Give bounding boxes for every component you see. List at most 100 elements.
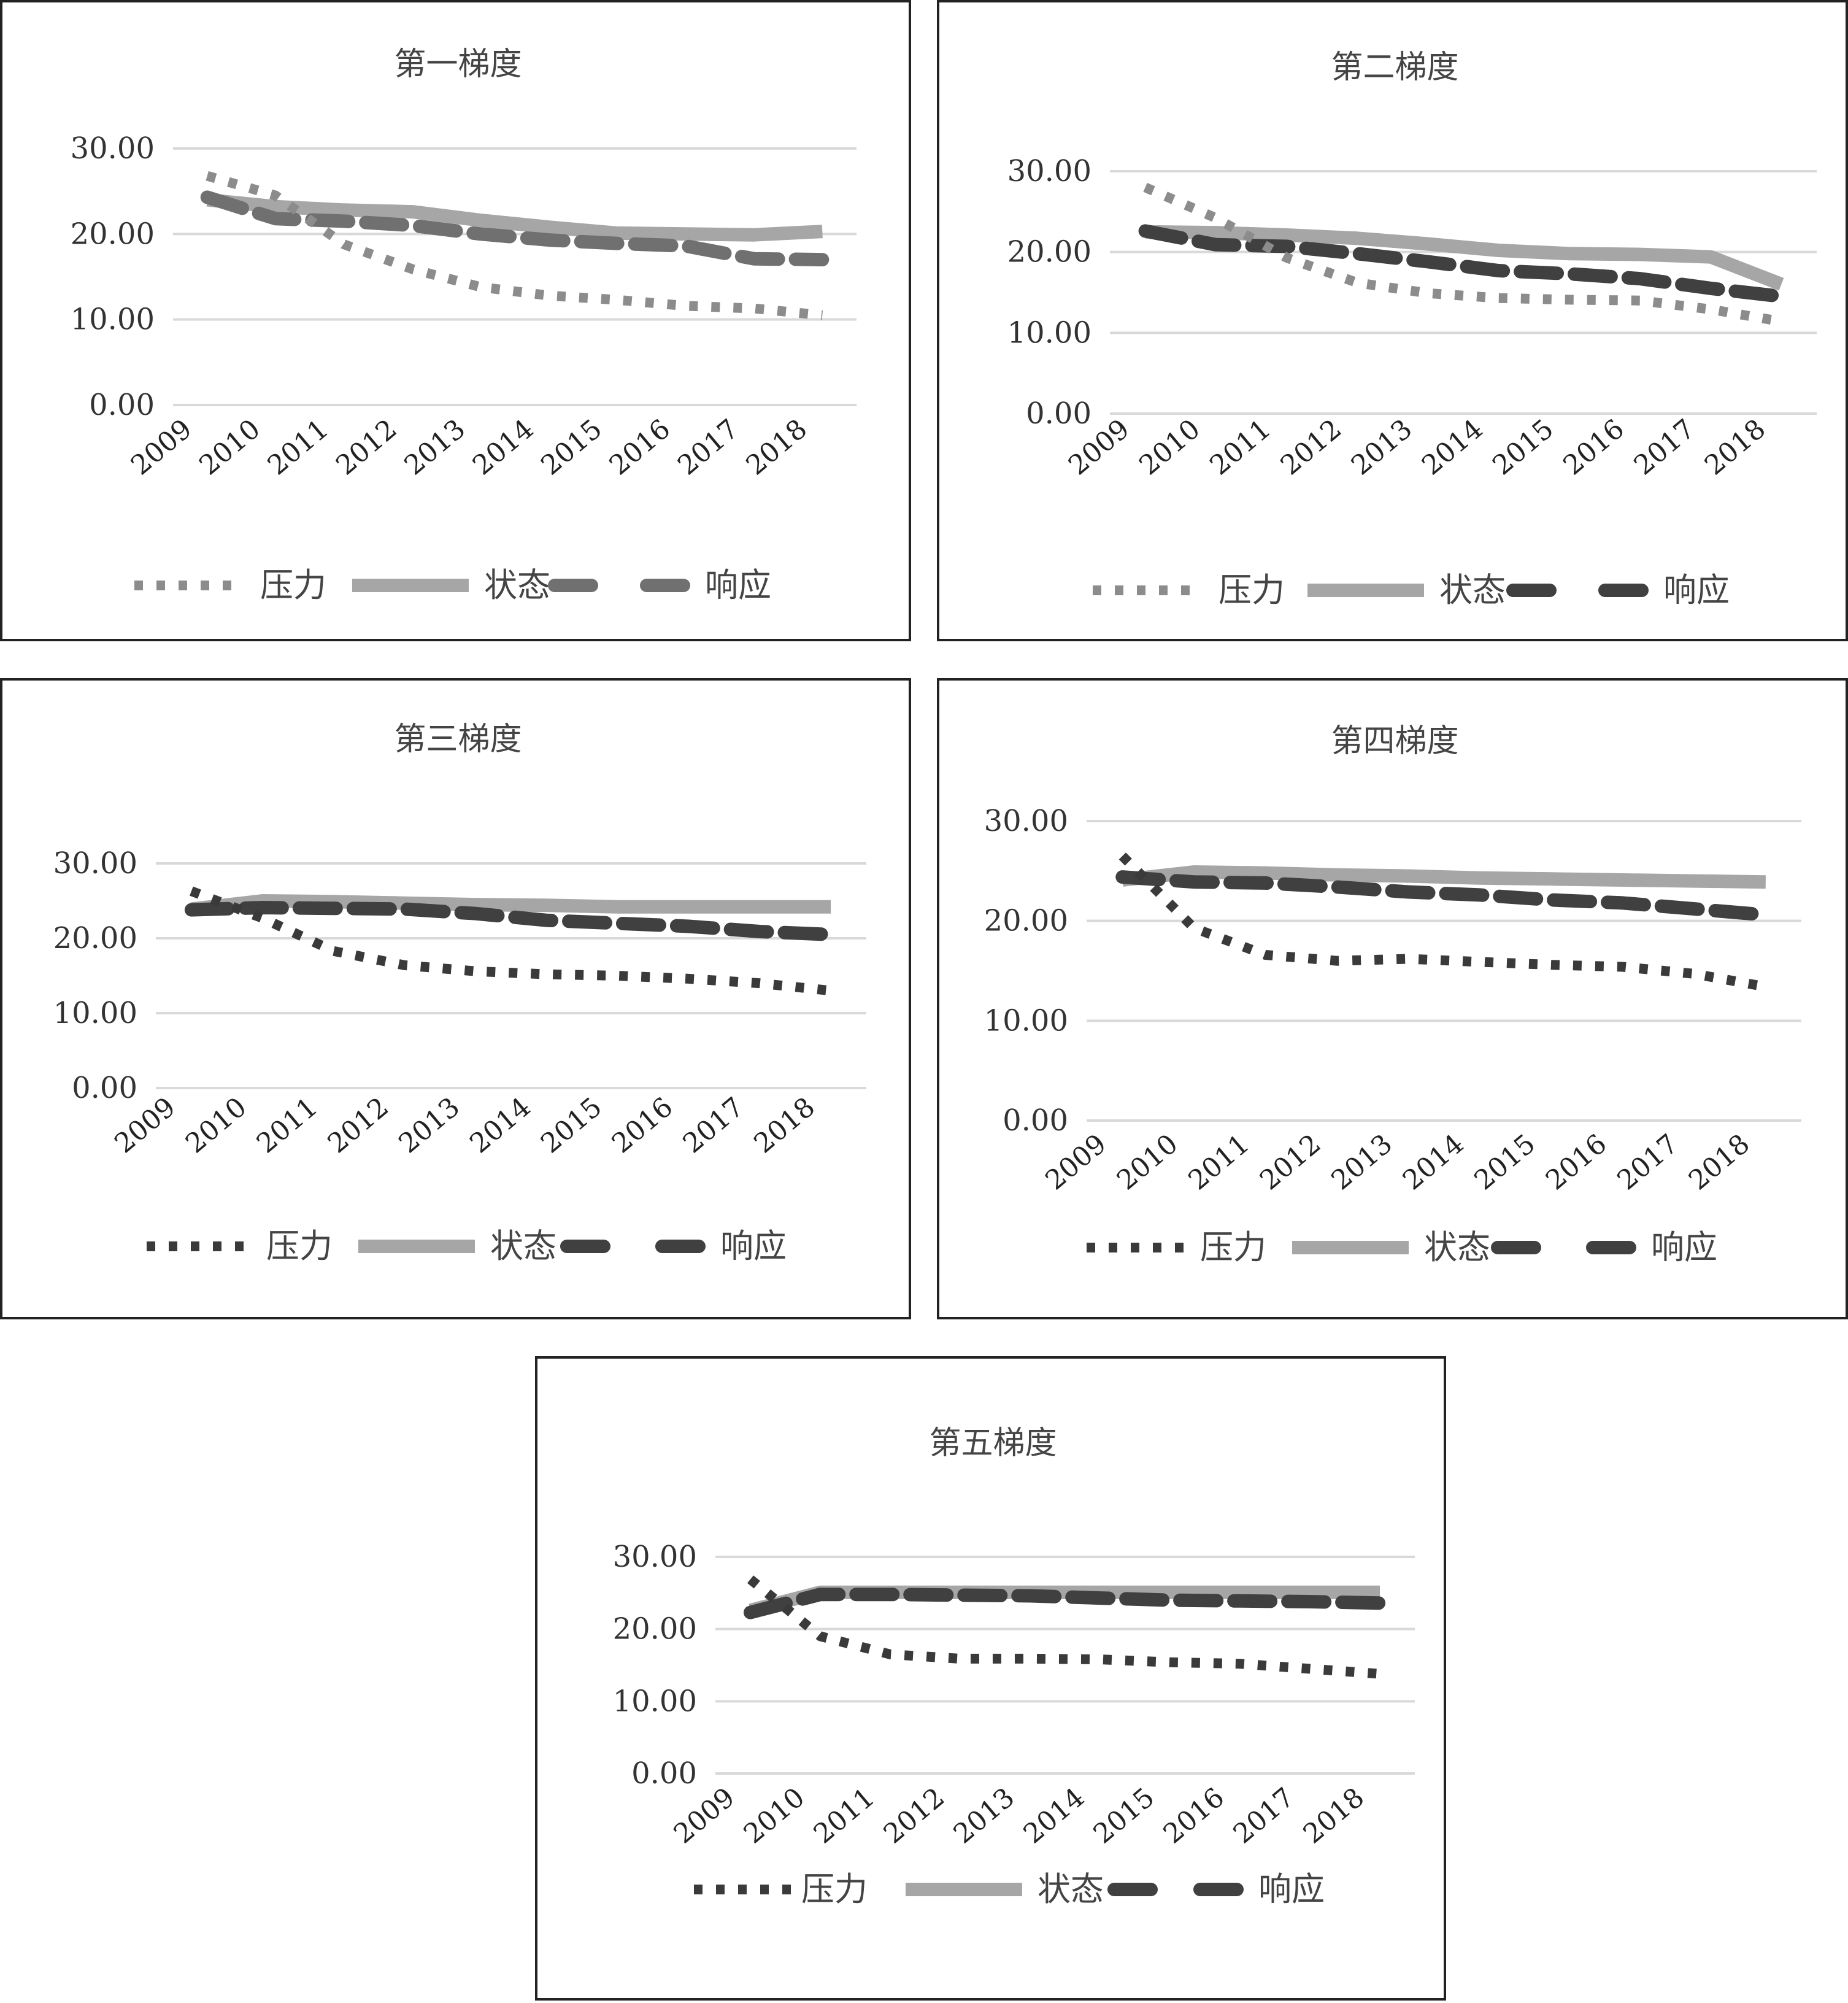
legend-label: 响应 <box>1258 1870 1325 1908</box>
y-tick-label: 20.00 <box>1007 235 1091 269</box>
chart-title: 第二梯度 <box>1331 49 1458 86</box>
chart-panel-3: 第三梯度 30.00 20.00 10.00 0.00 2009 2010 2011 2012 2… <box>0 678 911 1319</box>
legend-label: 压力 <box>1200 1228 1266 1267</box>
x-tick-label: 2013 <box>948 1781 1021 1850</box>
chart-panel-1: 第一梯度 30.00 20.00 10.00 0.00 2009 2010 2011 2012 2… <box>0 0 911 641</box>
x-tick-label: 2014 <box>467 413 540 481</box>
x-tick-label: 2013 <box>393 1091 466 1159</box>
y-tick-label: 30.00 <box>1007 154 1091 188</box>
legend-label: 状态 <box>484 566 550 604</box>
x-tick-label: 2017 <box>677 1091 750 1159</box>
x-tick-label: 2010 <box>193 413 266 481</box>
y-tick-label: 20.00 <box>984 904 1068 938</box>
legend-label: 状态 <box>1038 1870 1104 1908</box>
series-line-响应 <box>1138 224 1788 304</box>
y-tick-label: 20.00 <box>613 1612 697 1646</box>
chart-panel-5: 第五梯度 30.00 20.00 10.00 0.00 2009 2010 2011 2012 2… <box>535 1356 1446 2001</box>
x-tick-label: 2011 <box>262 413 335 481</box>
y-tick-label: 10.00 <box>71 303 155 337</box>
x-tick-label: 2013 <box>399 413 472 481</box>
x-tick-label: 2010 <box>180 1091 253 1159</box>
x-tick-label: 2013 <box>1325 1128 1398 1196</box>
legend-label: 响应 <box>1651 1228 1717 1267</box>
x-tick-label: 2018 <box>1683 1128 1756 1196</box>
x-tick-label: 2011 <box>1182 1128 1255 1196</box>
x-tick-label: 2009 <box>125 413 198 481</box>
y-tick-label: 0.00 <box>1026 396 1091 431</box>
x-tick-label: 2009 <box>1039 1128 1112 1196</box>
x-tick-label: 2014 <box>1397 1128 1470 1196</box>
x-tick-label: 2012 <box>878 1781 951 1850</box>
series-line-状态 <box>206 193 823 242</box>
x-tick-label: 2010 <box>738 1781 811 1850</box>
chart-svg: 第四梯度30.0020.0010.000.0020092010201120122… <box>984 723 1801 1267</box>
x-tick-label: 2015 <box>1487 413 1560 481</box>
x-tick-label: 2014 <box>464 1091 537 1159</box>
series-line-状态 <box>1122 865 1766 889</box>
x-tick-label: 2011 <box>251 1091 324 1159</box>
series-line-响应 <box>1115 870 1773 922</box>
x-tick-label: 2010 <box>1133 413 1206 481</box>
chart-svg: 第二梯度30.0020.0010.000.0020092010201120122… <box>1007 49 1817 609</box>
x-tick-label: 2016 <box>1557 413 1630 481</box>
x-tick-label: 2011 <box>808 1781 881 1850</box>
y-tick-label: 30.00 <box>71 131 155 166</box>
x-tick-label: 2013 <box>1346 413 1419 481</box>
legend-label: 压力 <box>801 1870 868 1908</box>
legend-label: 状态 <box>1424 1228 1490 1267</box>
series-line-压力 <box>747 1575 1380 1679</box>
y-tick-label: 30.00 <box>53 846 137 881</box>
y-tick-label: 0.00 <box>89 388 155 422</box>
x-tick-label: 2012 <box>330 413 403 481</box>
x-tick-label: 2012 <box>1254 1128 1327 1196</box>
x-tick-label: 2014 <box>1416 413 1489 481</box>
x-tick-label: 2018 <box>748 1091 821 1159</box>
x-tick-label: 2016 <box>606 1091 679 1159</box>
y-tick-label: 20.00 <box>71 217 155 251</box>
legend-label: 状态 <box>1439 571 1506 609</box>
chart-title: 第三梯度 <box>394 721 522 758</box>
x-tick-label: 2010 <box>1111 1128 1184 1196</box>
chart-title: 第一梯度 <box>394 46 522 83</box>
chart-svg: 第一梯度30.0020.0010.000.0020092010201120122… <box>71 46 857 604</box>
chart-svg: 第三梯度30.0020.0010.000.0020092010201120122… <box>53 721 866 1265</box>
legend-label: 压力 <box>260 566 326 604</box>
x-tick-label: 2018 <box>741 413 814 481</box>
y-tick-label: 20.00 <box>53 921 137 955</box>
y-tick-label: 10.00 <box>53 996 137 1030</box>
y-tick-label: 30.00 <box>613 1540 697 1574</box>
legend-label: 响应 <box>720 1227 787 1265</box>
x-tick-label: 2015 <box>1088 1781 1161 1850</box>
chart-panel-2: 第二梯度 30.00 20.00 10.00 0.00 2009 2010 2011 2012 2… <box>937 0 1848 641</box>
x-tick-label: 2012 <box>1275 413 1348 481</box>
y-tick-label: 0.00 <box>1003 1103 1068 1138</box>
x-tick-label: 2009 <box>668 1781 741 1850</box>
x-tick-label: 2017 <box>1628 413 1701 481</box>
chart-panel-4: 第四梯度 30.00 20.00 10.00 0.00 2009 2010 2011 2012 2… <box>937 678 1848 1319</box>
x-tick-label: 2016 <box>1540 1128 1613 1196</box>
x-tick-label: 2011 <box>1204 413 1277 481</box>
legend-label: 压力 <box>266 1227 333 1265</box>
series-line-压力 <box>206 171 823 320</box>
series-line-压力 <box>190 886 831 996</box>
chart-svg: 第五梯度30.0020.0010.000.0020092010201120122… <box>613 1425 1415 1908</box>
legend-label: 压力 <box>1219 571 1285 609</box>
series-line-状态 <box>1145 225 1784 291</box>
x-tick-label: 2014 <box>1018 1781 1091 1850</box>
x-tick-label: 2017 <box>1611 1128 1684 1196</box>
legend-label: 响应 <box>1663 571 1730 609</box>
x-tick-label: 2016 <box>604 413 677 481</box>
x-tick-label: 2015 <box>1468 1128 1541 1196</box>
x-tick-label: 2015 <box>535 1091 608 1159</box>
x-tick-label: 2017 <box>1228 1781 1301 1850</box>
series-line-压力 <box>1143 182 1782 326</box>
x-tick-label: 2016 <box>1158 1781 1231 1850</box>
legend-label: 状态 <box>490 1227 556 1265</box>
series-line-状态 <box>190 894 831 916</box>
x-tick-label: 2012 <box>322 1091 395 1159</box>
series-line-压力 <box>1118 852 1767 992</box>
y-tick-label: 10.00 <box>984 1003 1068 1038</box>
y-tick-label: 10.00 <box>1007 315 1091 350</box>
y-tick-label: 0.00 <box>631 1756 697 1791</box>
series-line-响应 <box>744 1588 1387 1619</box>
